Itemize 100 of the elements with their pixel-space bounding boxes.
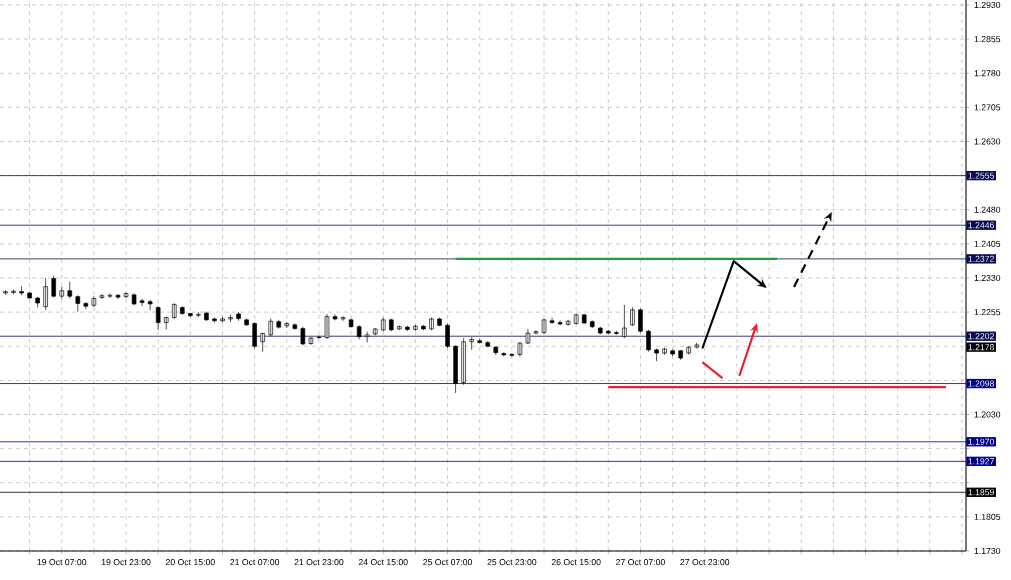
ref-line-label: 1.2555 xyxy=(968,172,994,179)
candlestick xyxy=(493,345,499,356)
candlestick xyxy=(541,318,547,335)
candlestick xyxy=(654,348,659,362)
candlestick xyxy=(292,323,298,331)
candlestick xyxy=(405,325,410,332)
candlestick xyxy=(284,321,290,329)
candlestick xyxy=(646,329,651,353)
candlestick xyxy=(622,304,627,339)
y-tick-label: 1.2630 xyxy=(974,138,1001,145)
candlestick xyxy=(485,340,491,348)
candlestick xyxy=(3,289,8,296)
candlestick xyxy=(19,285,24,296)
candlestick xyxy=(501,351,507,357)
x-tick-label: 27 Oct 23:00 xyxy=(680,559,730,566)
candlestick xyxy=(421,324,426,331)
candlestick xyxy=(549,317,555,325)
ref-line-label: 1.1970 xyxy=(968,438,995,445)
y-tick-label: 1.2405 xyxy=(974,240,1001,247)
candlestick xyxy=(27,291,32,299)
candlestick xyxy=(107,293,113,299)
candlestick xyxy=(268,318,273,337)
candlestick xyxy=(437,317,442,327)
candlestick xyxy=(324,313,330,340)
candlestick xyxy=(364,331,370,343)
y-tick-label: 1.1805 xyxy=(974,513,1001,520)
candlestick xyxy=(276,319,282,329)
candlestick xyxy=(630,306,635,327)
candlestick xyxy=(598,326,603,335)
x-tick-label: 27 Oct 07:00 xyxy=(616,559,665,566)
x-tick-label: 25 Oct 23:00 xyxy=(487,559,537,566)
candlestick xyxy=(573,313,579,325)
candlestick xyxy=(316,335,322,340)
candlestick xyxy=(694,342,699,349)
x-tick-label: 21 Oct 23:00 xyxy=(294,559,344,566)
candlestick xyxy=(670,349,675,357)
y-tick-label: 1.2855 xyxy=(974,36,1001,43)
candlestick xyxy=(123,292,129,299)
candlestick xyxy=(180,305,185,316)
x-tick-label: 21 Oct 07:00 xyxy=(230,559,280,566)
candlestick xyxy=(340,315,346,322)
y-tick-label: 1.2780 xyxy=(974,70,1001,77)
candlestick xyxy=(606,329,611,335)
candlestick xyxy=(372,327,378,336)
candlestick xyxy=(204,311,209,322)
candlestick xyxy=(236,311,241,322)
candlestick xyxy=(163,316,169,330)
x-tick-label: 20 Oct 15:00 xyxy=(165,559,215,566)
candlestick xyxy=(228,314,233,323)
y-tick-label: 1.2330 xyxy=(974,274,1001,282)
x-tick-label: 25 Oct 07:00 xyxy=(423,559,473,566)
candlestick xyxy=(252,321,257,349)
annotation: 1.2178 xyxy=(968,344,994,351)
ref-line-label: 1.1927 xyxy=(968,458,994,465)
candlestick xyxy=(51,275,56,298)
candlestick xyxy=(589,319,595,329)
candlestick xyxy=(75,294,81,312)
y-tick-label: 1.2255 xyxy=(974,309,1001,316)
candlestick xyxy=(380,317,386,332)
ref-line-label: 1.2372 xyxy=(968,255,994,262)
candlestick xyxy=(59,286,64,300)
x-tick-label: 26 Oct 15:00 xyxy=(551,559,601,566)
candlestick xyxy=(557,319,563,326)
candlestick xyxy=(429,317,434,331)
x-tick-label: 19 Oct 23:00 xyxy=(101,559,151,566)
x-tick-label: 24 Oct 15:00 xyxy=(358,559,408,566)
ref-line-label: 1.2202 xyxy=(968,333,994,340)
candlestick xyxy=(332,314,338,321)
candlestick xyxy=(614,330,619,336)
y-tick-label: 1.2705 xyxy=(974,104,1001,111)
candlestick xyxy=(99,293,105,300)
candlestick xyxy=(188,312,193,318)
candlestick xyxy=(212,317,217,323)
candlestick xyxy=(67,281,73,299)
candlestick xyxy=(260,332,265,353)
candlestick xyxy=(477,338,482,344)
candlestick xyxy=(115,293,121,300)
candlestick xyxy=(662,347,667,356)
candlestick xyxy=(469,336,474,351)
candlestick xyxy=(244,318,249,327)
ref-line-label: 1.2098 xyxy=(968,380,994,387)
candlestick xyxy=(389,318,394,332)
candlestick xyxy=(397,324,402,331)
candlestick xyxy=(196,311,201,318)
y-tick-label: 1.2480 xyxy=(974,206,1001,213)
candlestick xyxy=(147,299,153,311)
candlestick xyxy=(131,293,137,306)
candlestick xyxy=(686,345,691,355)
y-tick-label: 1.1730 xyxy=(974,547,1001,555)
candlestick xyxy=(678,349,683,361)
candlestick xyxy=(43,277,48,311)
candlestick xyxy=(155,305,161,331)
candlestick xyxy=(171,303,177,320)
candlestick xyxy=(638,308,643,333)
candlestick xyxy=(413,324,418,332)
y-tick-label: 1.2930 xyxy=(974,1,1001,9)
candlestick xyxy=(525,328,531,345)
y-tick-label: 1.2030 xyxy=(974,411,1001,418)
ref-line-label: 1.1859 xyxy=(968,489,994,496)
ref-line-label: 1.2446 xyxy=(968,222,994,229)
